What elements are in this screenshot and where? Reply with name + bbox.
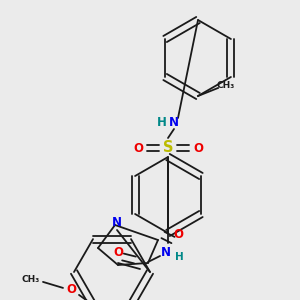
Text: S: S — [163, 140, 173, 155]
Text: O: O — [133, 142, 143, 154]
Text: N: N — [161, 247, 171, 260]
Text: H: H — [175, 252, 183, 262]
Text: N: N — [112, 215, 122, 229]
Text: CH₃: CH₃ — [22, 275, 40, 284]
Text: CH₃: CH₃ — [217, 82, 235, 91]
Text: O: O — [113, 245, 123, 259]
Text: O: O — [193, 142, 203, 154]
Text: O: O — [66, 284, 76, 296]
Text: H: H — [157, 116, 167, 128]
Text: N: N — [169, 116, 179, 128]
Text: O: O — [173, 229, 183, 242]
